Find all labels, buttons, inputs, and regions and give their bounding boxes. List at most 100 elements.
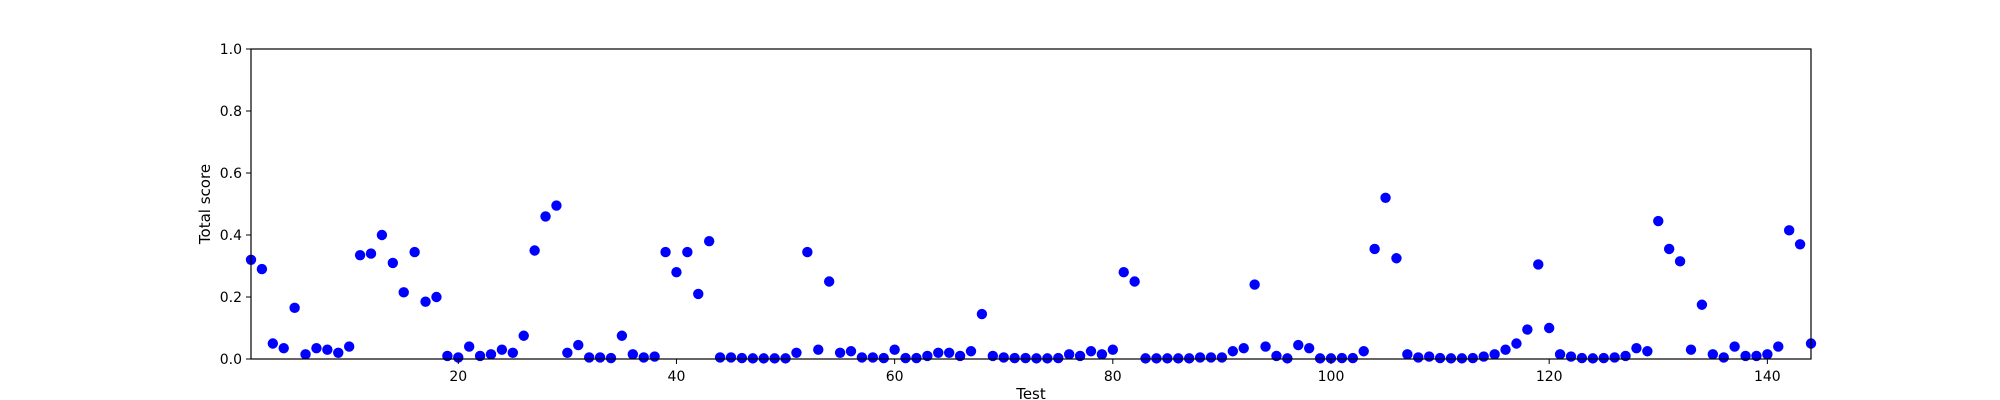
data-point — [834, 347, 846, 358]
data-point — [1565, 351, 1577, 362]
data-point — [594, 352, 606, 363]
data-point — [823, 276, 835, 287]
data-point — [1063, 349, 1075, 360]
data-point — [420, 296, 431, 307]
data-point — [605, 352, 617, 364]
data-point — [1413, 352, 1424, 363]
data-point — [714, 352, 726, 363]
data-point — [638, 352, 649, 363]
data-point — [1129, 276, 1140, 287]
data-point — [365, 248, 377, 259]
data-points — [245, 192, 1817, 364]
data-point — [1489, 349, 1500, 360]
data-point — [889, 344, 900, 355]
data-point — [256, 263, 268, 275]
data-point — [387, 257, 399, 269]
data-point — [627, 349, 639, 360]
data-point — [1031, 353, 1042, 364]
x-tick-label: 100 — [1318, 369, 1345, 385]
data-point — [1718, 352, 1729, 363]
data-point — [1020, 352, 1031, 364]
data-point — [311, 342, 322, 354]
y-tick-label: 0.6 — [220, 166, 242, 182]
data-point — [507, 347, 519, 358]
y-tick-label: 0.2 — [220, 290, 242, 306]
data-point — [1183, 353, 1195, 364]
data-point — [1282, 353, 1293, 364]
data-point — [769, 353, 780, 364]
data-point — [1216, 352, 1228, 363]
data-point — [791, 347, 802, 358]
data-point — [1009, 352, 1020, 364]
data-point — [1576, 352, 1588, 364]
data-point — [1598, 352, 1609, 364]
data-point — [1107, 344, 1119, 355]
y-axis-label: Total score — [196, 164, 214, 245]
data-point — [802, 246, 813, 258]
data-point — [1249, 279, 1260, 290]
data-point — [878, 352, 889, 364]
data-point — [976, 308, 988, 320]
data-point — [1707, 349, 1719, 360]
data-point — [1609, 352, 1620, 363]
data-point — [1194, 352, 1206, 363]
data-point — [1642, 346, 1653, 357]
data-point — [300, 349, 311, 360]
data-point — [1663, 243, 1675, 255]
data-point — [693, 288, 704, 300]
data-point — [453, 352, 464, 363]
data-point — [1533, 259, 1544, 270]
data-point — [540, 211, 551, 222]
data-point — [1042, 353, 1053, 364]
x-tick-label: 20 — [449, 369, 467, 385]
data-point — [1467, 352, 1479, 364]
data-point — [1369, 243, 1380, 255]
data-point — [616, 330, 628, 341]
data-point — [1314, 353, 1326, 364]
data-point — [431, 291, 442, 303]
data-point — [736, 352, 748, 364]
data-point — [965, 346, 977, 357]
plot-frame — [250, 48, 1812, 360]
data-point — [1085, 346, 1097, 357]
data-point — [1053, 352, 1064, 364]
data-point — [1096, 349, 1108, 360]
data-point — [1140, 353, 1151, 364]
data-point — [649, 351, 660, 362]
data-point — [1151, 353, 1162, 364]
data-point — [1118, 267, 1129, 278]
data-point — [518, 330, 529, 341]
data-point — [1587, 353, 1599, 364]
data-point — [1358, 346, 1369, 357]
data-point — [496, 344, 508, 355]
data-point — [682, 246, 693, 258]
y-tick-label: 0.0 — [220, 352, 242, 368]
data-point — [911, 352, 922, 364]
data-point — [1729, 341, 1740, 352]
y-tick-label: 1.0 — [220, 42, 242, 58]
data-point — [1762, 349, 1773, 360]
data-point — [703, 236, 715, 247]
x-axis-label: Test — [1015, 385, 1046, 400]
data-point — [1543, 322, 1555, 334]
data-point — [1423, 351, 1435, 362]
data-point — [1402, 349, 1413, 360]
data-point — [1380, 192, 1391, 203]
y-axis-ticks: 0.0 0.2 0.4 0.6 0.8 1.0 — [220, 42, 251, 368]
data-point — [1794, 239, 1806, 250]
data-point — [354, 249, 366, 261]
data-point — [1336, 352, 1348, 364]
data-point — [1773, 341, 1784, 352]
data-point — [1434, 352, 1446, 364]
data-point — [1685, 344, 1697, 355]
data-point — [1631, 342, 1642, 354]
data-point — [1293, 339, 1304, 351]
data-point — [725, 352, 737, 363]
data-point — [1391, 253, 1402, 264]
data-point — [1205, 352, 1217, 363]
data-point — [398, 287, 409, 298]
data-point — [289, 302, 300, 314]
data-point — [780, 353, 791, 364]
